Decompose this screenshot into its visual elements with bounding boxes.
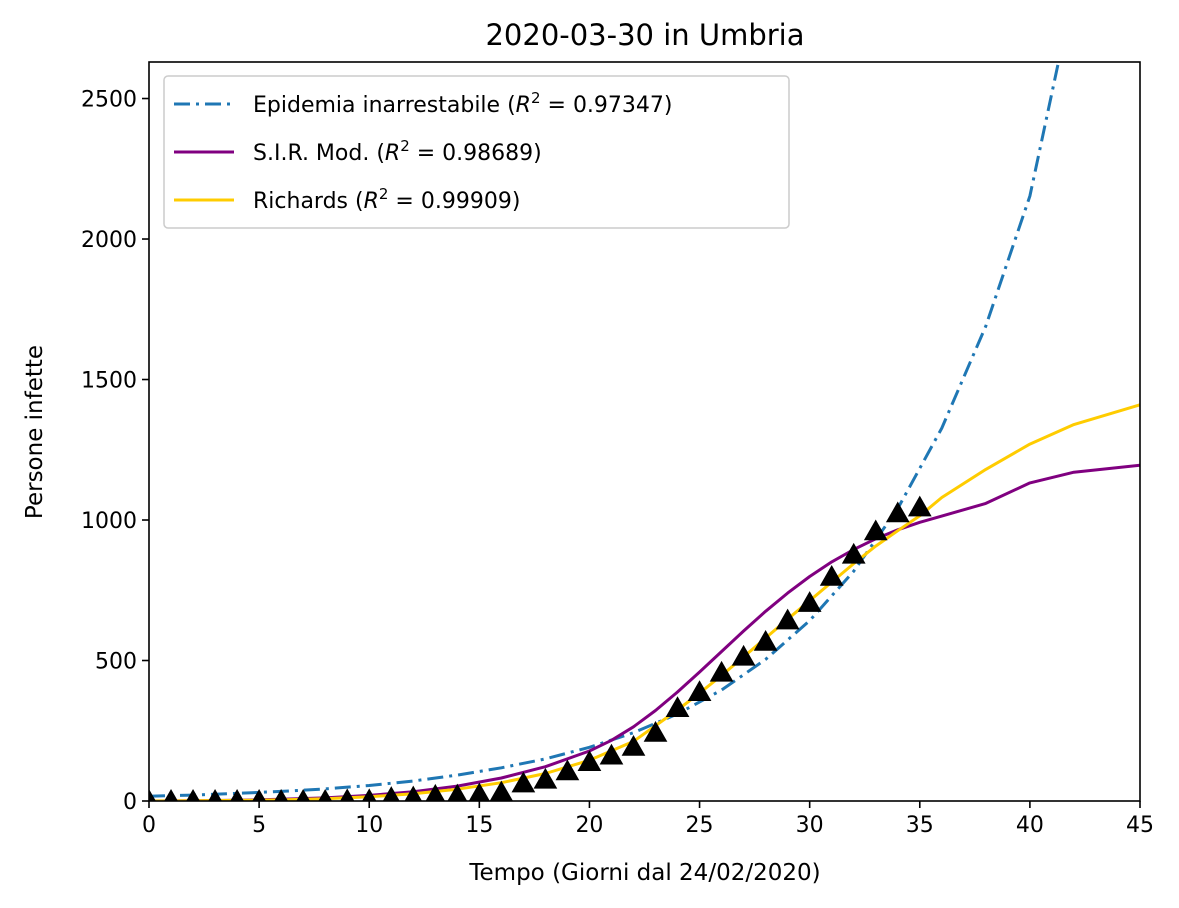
- legend-r2-exponent: 2: [400, 137, 410, 155]
- observed-point: [819, 565, 844, 586]
- observed-point: [885, 501, 910, 523]
- observed-point: [230, 788, 244, 801]
- observed-point: [382, 786, 400, 801]
- x-tick-label: 35: [906, 813, 934, 838]
- legend-series-name: Richards: [253, 189, 348, 214]
- observed-point: [318, 788, 333, 801]
- observed-point: [907, 495, 932, 517]
- observed-point: [775, 608, 800, 630]
- observed-point: [252, 788, 266, 801]
- plot-frame: [148, 61, 1141, 802]
- legend-r2-equals: =: [388, 189, 420, 214]
- observed-markers: [149, 495, 932, 801]
- y-tick-label: 2500: [81, 88, 137, 113]
- observed-point: [533, 767, 558, 789]
- observed-point: [687, 680, 712, 702]
- legend-r2-close: ): [512, 189, 521, 214]
- legend-r2-symbol: R: [516, 93, 531, 118]
- legend-r2-symbol: R: [385, 141, 400, 166]
- observed-point: [468, 782, 490, 801]
- legend-entry-2: S.I.R. Mod. (R2 = 0.98689): [253, 137, 542, 166]
- x-tick-label: 15: [465, 813, 493, 838]
- observed-point: [643, 720, 668, 742]
- observed-point: [362, 788, 377, 801]
- y-tick-label: 500: [95, 650, 137, 675]
- legend-r2-open: (: [500, 93, 516, 118]
- observed-point: [149, 788, 156, 801]
- observed-point: [577, 750, 602, 771]
- observed-point: [425, 783, 446, 801]
- x-tick-label: 45: [1126, 813, 1154, 838]
- y-tick-label: 0: [123, 790, 137, 815]
- legend-r2-value: 0.99909: [421, 189, 512, 214]
- legend: Epidemia inarrestabile (R2 = 0.97347)S.I…: [163, 75, 790, 229]
- legend-r2-open: (: [369, 141, 385, 166]
- legend-r2-value: 0.98689: [442, 141, 533, 166]
- y-tick-label: 1000: [81, 509, 137, 534]
- observed-point: [208, 788, 222, 801]
- x-tick-label: 40: [1016, 813, 1044, 838]
- observed-point: [447, 783, 468, 801]
- observed-point: [841, 542, 866, 564]
- legend-r2-close: ): [664, 93, 673, 118]
- x-axis-label: Tempo (Giorni dal 24/02/2020): [468, 860, 820, 886]
- observed-point: [555, 759, 580, 781]
- observed-point: [340, 788, 355, 801]
- observed-point: [797, 591, 822, 612]
- legend-r2-value: 0.97347: [573, 93, 664, 118]
- x-tick-label: 0: [142, 813, 156, 838]
- legend-box: [163, 75, 790, 229]
- legend-r2-equals: =: [410, 141, 442, 166]
- observed-point: [665, 696, 690, 718]
- observed-point: [164, 788, 178, 801]
- y-tick-label: 1500: [81, 369, 137, 394]
- legend-r2-open: (: [348, 189, 364, 214]
- legend-r2-equals: =: [541, 93, 573, 118]
- chart-title: 2020-03-30 in Umbria: [485, 18, 804, 52]
- observed-point: [621, 735, 646, 756]
- legend-r2-exponent: 2: [379, 185, 389, 203]
- y-axis: 0 500 1000 1500 2000 2500: [81, 88, 149, 815]
- x-tick-label: 20: [575, 813, 603, 838]
- x-tick-label: 25: [686, 813, 714, 838]
- observed-point: [404, 785, 423, 801]
- legend-entry-3: Richards (R2 = 0.99909): [253, 185, 520, 214]
- observed-point: [753, 629, 778, 651]
- observed-point: [274, 788, 288, 801]
- observed-point: [709, 660, 734, 682]
- x-tick-label: 10: [355, 813, 383, 838]
- observed-point: [863, 519, 888, 541]
- observed-point: [296, 788, 311, 801]
- x-tick-label: 30: [796, 813, 824, 838]
- x-axis: 0 5 10 15 20 25 30 35 40 45: [142, 801, 1154, 838]
- x-tick-label: 5: [252, 813, 266, 838]
- observed-point: [731, 644, 756, 666]
- observed-point: [599, 743, 624, 765]
- legend-series-name: Epidemia inarrestabile: [253, 93, 500, 118]
- legend-r2-symbol: R: [364, 189, 379, 214]
- legend-r2-exponent: 2: [531, 89, 541, 107]
- legend-series-name: S.I.R. Mod.: [253, 141, 369, 166]
- observed-point: [511, 771, 536, 793]
- y-tick-label: 2000: [81, 228, 137, 253]
- y-axis-label: Persone infette: [22, 345, 48, 519]
- observed-point: [186, 788, 200, 801]
- legend-entry-1: Epidemia inarrestabile (R2 = 0.97347): [253, 89, 673, 118]
- legend-r2-close: ): [533, 141, 542, 166]
